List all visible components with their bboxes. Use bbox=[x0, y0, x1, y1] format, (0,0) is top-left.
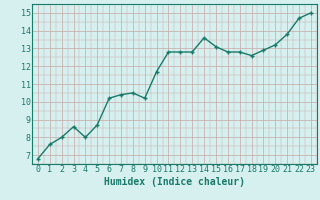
X-axis label: Humidex (Indice chaleur): Humidex (Indice chaleur) bbox=[104, 177, 245, 187]
